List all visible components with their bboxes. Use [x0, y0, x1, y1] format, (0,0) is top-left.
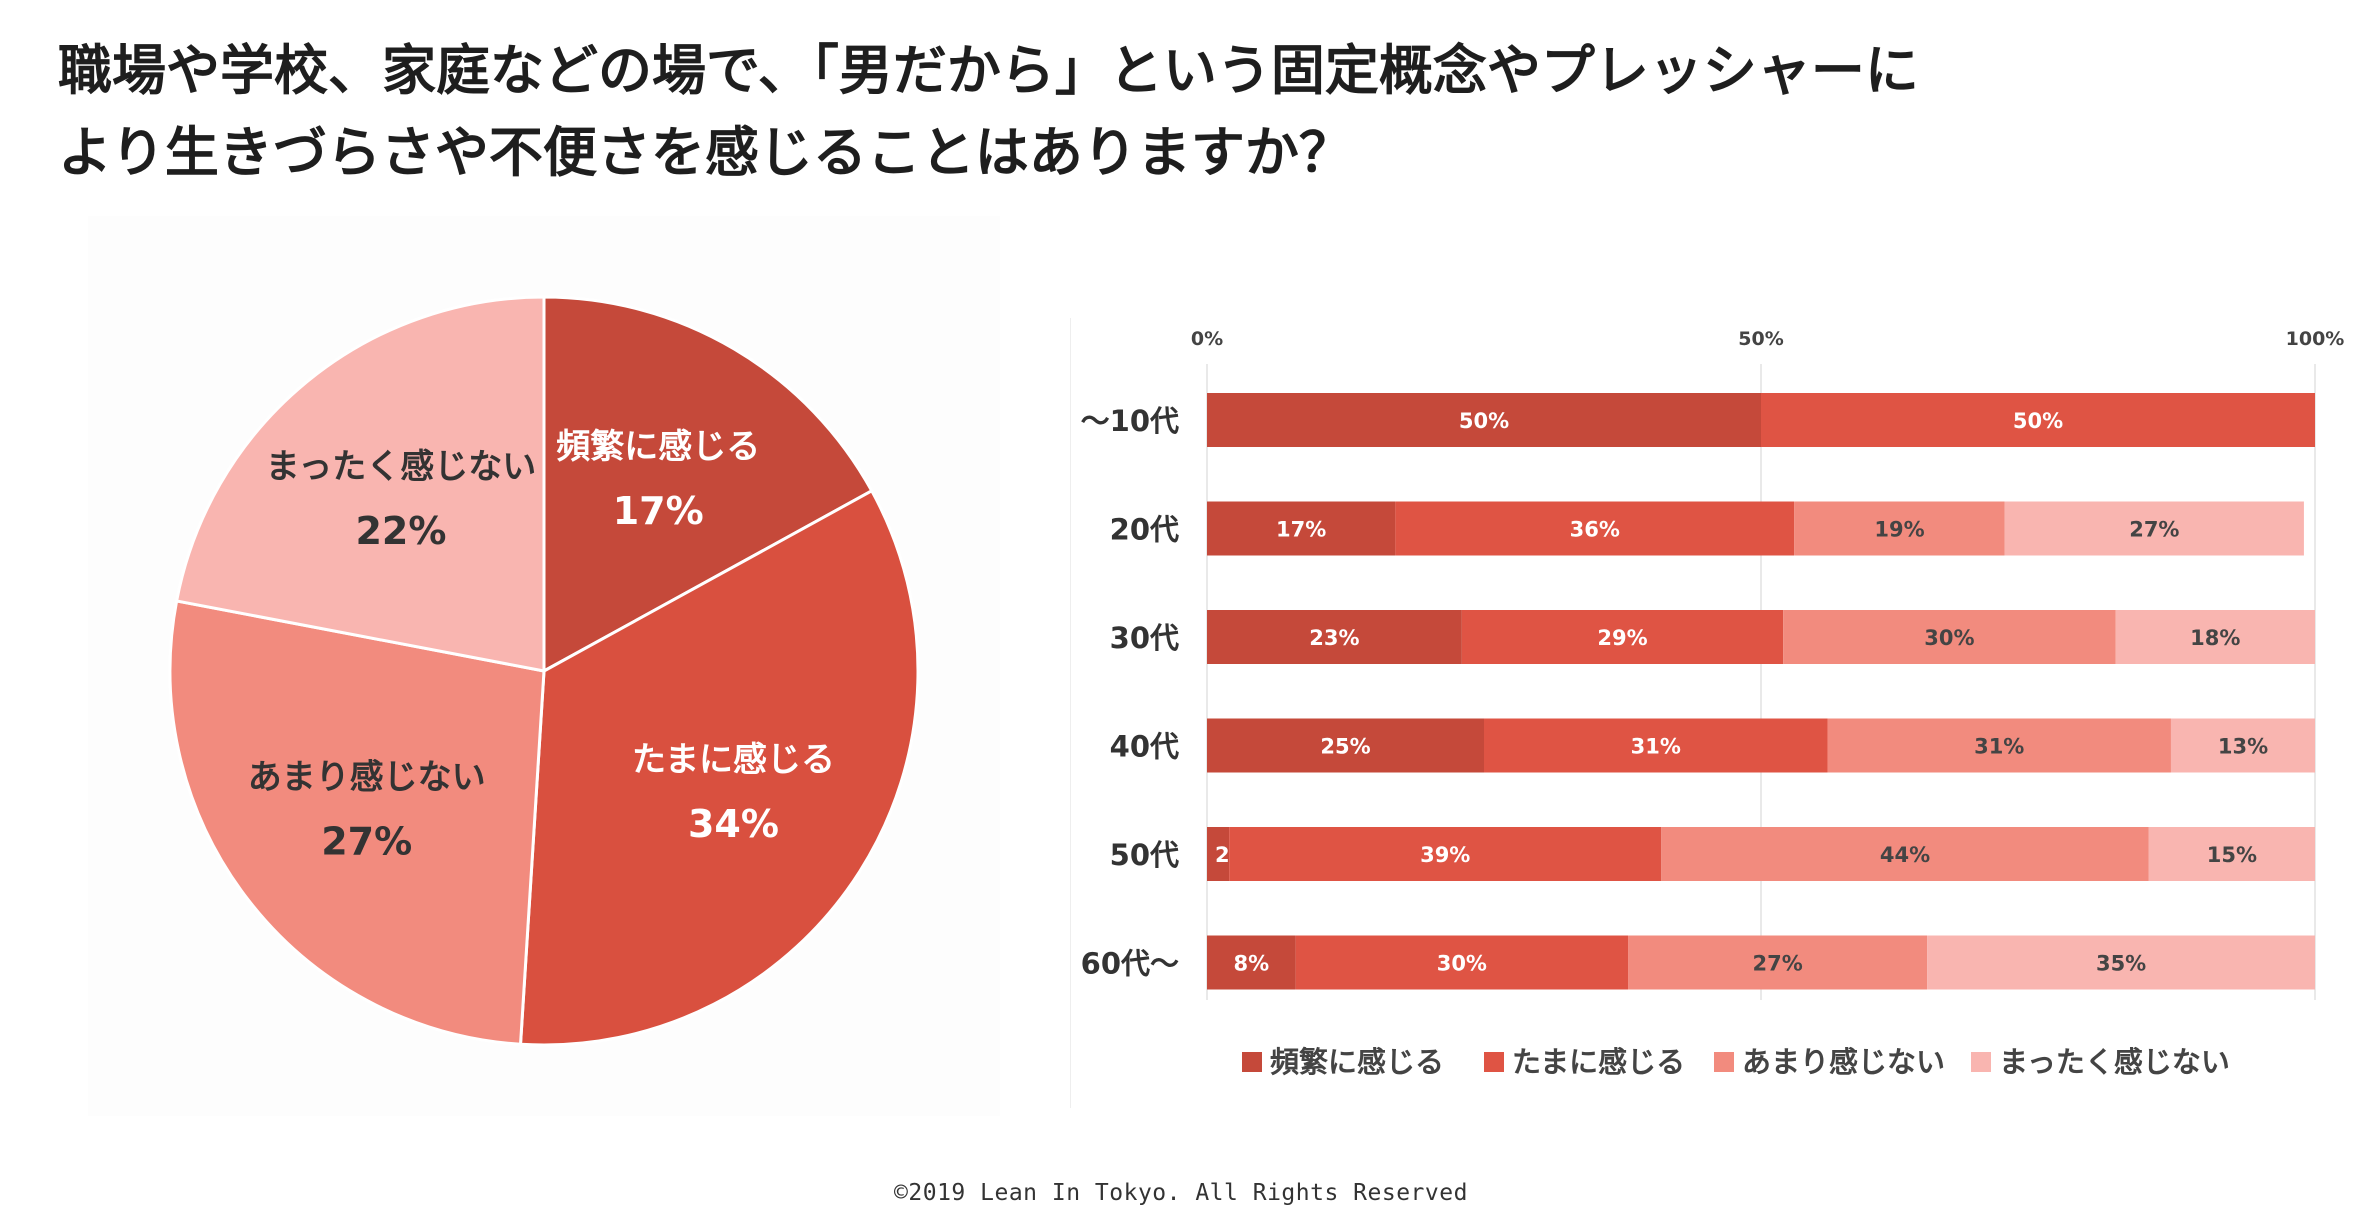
- pie-slice-4: [174, 295, 546, 673]
- x-tick-label: 0%: [1191, 328, 1223, 350]
- copyright-footer: ©2019 Lean In Tokyo. All Rights Reserved: [894, 1180, 1468, 1206]
- bar-data-label: 15%: [2207, 843, 2257, 867]
- bar-data-label: 8%: [1233, 952, 1269, 976]
- bar-data-label: 17%: [1276, 518, 1326, 542]
- bar-data-label: 29%: [1597, 626, 1647, 650]
- bar-segment: [1207, 393, 1761, 447]
- bar-data-label: 30%: [1437, 952, 1487, 976]
- bar-data-label: 39%: [1420, 843, 1470, 867]
- pie-slice-value-1: 17%: [613, 489, 704, 533]
- bar-segment: [1229, 827, 1662, 881]
- pie-chart: 頻繁に感じる 17% たまに感じる 34% あまり感じない 27% まったく感じない 22%: [168, 295, 920, 1047]
- bar-segment: [1484, 718, 1828, 773]
- bar-segment: [1295, 935, 1629, 990]
- title-line-2: より生きづらさや不便さを感じることはありますか？: [58, 121, 1353, 184]
- bar-data-label: 23%: [1309, 626, 1359, 650]
- pie-slice-label-1: 頻繁に感じる: [556, 427, 760, 467]
- pie-slice-3: [168, 599, 546, 1046]
- category-label: 30代: [1110, 621, 1179, 655]
- pie-slice-label-2: たまに感じる: [632, 740, 835, 780]
- pie-slice-1: [542, 295, 874, 674]
- legend-label-2: たまに感じる: [1512, 1045, 1685, 1079]
- bar-data-label: 50%: [2013, 409, 2063, 433]
- x-tick-label: 50%: [1738, 328, 1783, 350]
- category-label: 〜10代: [1081, 404, 1179, 438]
- bar-data-label: 27%: [1752, 952, 1802, 976]
- bar-data-label: 36%: [1570, 518, 1620, 542]
- bar-segment: [2115, 610, 2315, 664]
- legend-swatch-3: [1714, 1052, 1734, 1072]
- bar-segment: [1783, 610, 2116, 664]
- category-label: 60代〜: [1081, 947, 1179, 981]
- bar-segment: [1207, 501, 1396, 556]
- bar-chart-panel: 0% 50% 100% 〜10代 50% 50% 20代 17% 36% 19% 27% 30代 23%…: [1070, 318, 2361, 1108]
- pie-chart-panel: 頻繁に感じる 17% たまに感じる 34% あまり感じない 27% まったく感じない 22%: [88, 216, 1000, 1116]
- bar-data-label: 25%: [1320, 735, 1370, 759]
- bar-segment: [1827, 718, 2171, 773]
- bar-segment: [2148, 827, 2315, 881]
- bar-segment: [1794, 501, 2005, 556]
- title-line-1: 職場や学校、家庭などの場で、「男だから」という固定概念やプレッシャーに: [58, 39, 1919, 102]
- bar-data-label: 27%: [2129, 518, 2179, 542]
- pie-slice-value-4: 22%: [355, 509, 446, 553]
- legend-label-1: 頻繁に感じる: [1270, 1045, 1444, 1079]
- pie-slice-value-2: 34%: [688, 802, 779, 846]
- legend-label-3: あまり感じない: [1742, 1045, 1945, 1079]
- legend-label-4: まったく感じない: [1999, 1045, 2230, 1079]
- bar-segment: [1661, 827, 2149, 881]
- bar-data-label: 18%: [2190, 626, 2240, 650]
- category-label: 20代: [1110, 513, 1179, 547]
- bar-segment: [1628, 935, 1928, 990]
- pie-slice-value-3: 27%: [321, 820, 412, 864]
- bar-data-label: 31%: [1974, 735, 2024, 759]
- page-title: 職場や学校、家庭などの場で、「男だから」という固定概念やプレッシャーに より生き…: [58, 30, 2258, 194]
- bar-segment: [1207, 610, 1462, 664]
- bar-segment: [2004, 501, 2304, 556]
- bar-data-label: 19%: [1874, 518, 1924, 542]
- bar-segment: [1207, 718, 1484, 773]
- category-label: 50代: [1110, 838, 1179, 872]
- pie-slice-label-4: まったく感じない: [266, 447, 537, 487]
- bar-segment: [1927, 935, 2315, 990]
- bar-data-label: 30%: [1924, 626, 1974, 650]
- bar-data-label: 44%: [1880, 843, 1930, 867]
- bar-data-label: 50%: [1459, 409, 1509, 433]
- bar-segment: [1207, 827, 1230, 881]
- legend-swatch-1: [1242, 1052, 1262, 1072]
- category-label: 40代: [1110, 730, 1179, 764]
- bar-data-label: 13%: [2218, 735, 2268, 759]
- pie-slice-label-3: あまり感じない: [248, 758, 486, 798]
- bar-segment: [1461, 610, 1784, 664]
- pie-slice-2: [518, 488, 920, 1047]
- bar-segment: [1395, 501, 1795, 556]
- bar-data-label: 31%: [1631, 735, 1681, 759]
- legend-swatch-4: [1971, 1052, 1991, 1072]
- x-tick-label: 100%: [2286, 328, 2345, 350]
- bar-segment: [1207, 935, 1296, 990]
- bar-segment: [2170, 718, 2315, 773]
- stacked-bar-chart: 0% 50% 100% 〜10代 50% 50% 20代 17% 36% 19% 27% 30代 23%…: [1081, 328, 2345, 1079]
- bar-segment: [1761, 393, 2315, 447]
- legend-swatch-2: [1484, 1052, 1504, 1072]
- bar-data-label: 35%: [2096, 952, 2146, 976]
